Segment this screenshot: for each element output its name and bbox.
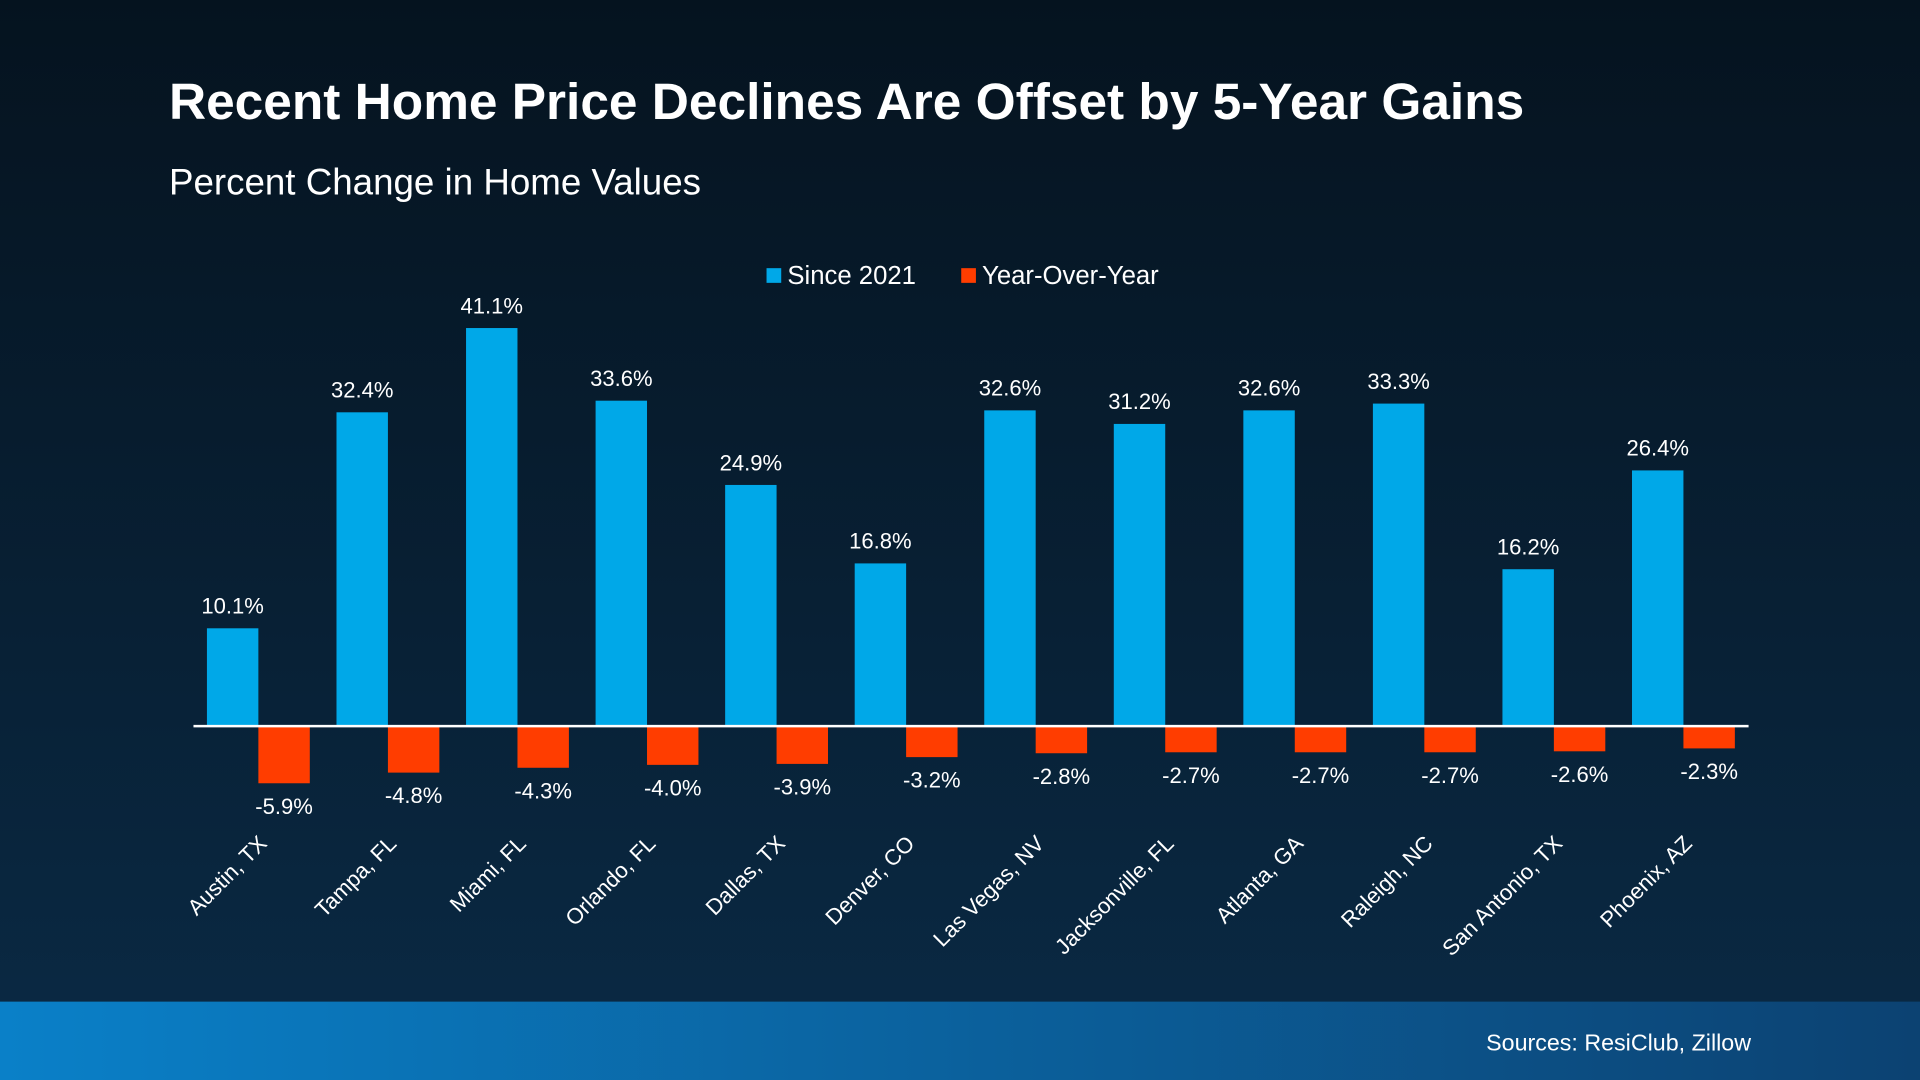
data-label-year-over-year: -4.3% <box>514 778 572 803</box>
bar-year-over-year <box>1424 726 1476 753</box>
bar-year-over-year <box>776 726 828 764</box>
data-label-year-over-year: -2.7% <box>1421 763 1479 788</box>
bar-year-over-year <box>517 726 569 768</box>
legend-label-since-2021: Since 2021 <box>787 262 916 290</box>
legend-label-yoy: Year-Over-Year <box>982 262 1159 290</box>
bar-since-2021 <box>854 563 907 727</box>
bar-since-2021 <box>336 412 388 727</box>
bar-year-over-year <box>258 726 310 784</box>
data-label-since-2021: 26.4% <box>1626 436 1688 461</box>
bar-since-2021 <box>984 410 1036 727</box>
data-label-since-2021: 32.6% <box>1238 376 1300 401</box>
legend: Since 2021 Year-Over-Year <box>766 262 1159 290</box>
bar-since-2021 <box>595 400 648 727</box>
bar-since-2021 <box>1372 403 1425 727</box>
data-label-year-over-year: -4.8% <box>385 783 443 808</box>
data-label-since-2021: 32.4% <box>331 378 393 403</box>
data-label-since-2021: 24.9% <box>720 450 782 475</box>
bar-year-over-year <box>647 726 699 765</box>
bar-year-over-year <box>1683 726 1735 749</box>
bar-since-2021 <box>1113 423 1166 727</box>
data-label-since-2021: 41.1% <box>461 293 523 318</box>
legend-swatch-yoy <box>961 268 976 283</box>
bar-year-over-year <box>1294 726 1347 753</box>
chart-subtitle: Percent Change in Home Values <box>169 162 701 203</box>
bar-year-over-year <box>1035 726 1088 754</box>
data-label-since-2021: 32.6% <box>979 376 1041 401</box>
data-label-year-over-year: -2.6% <box>1551 762 1609 787</box>
bar-since-2021 <box>725 484 777 727</box>
data-label-year-over-year: -2.3% <box>1680 759 1738 784</box>
data-label-since-2021: 31.2% <box>1108 389 1170 414</box>
footer-band <box>0 1001 1920 1080</box>
bar-year-over-year <box>1165 726 1217 753</box>
data-label-year-over-year: -3.2% <box>903 768 961 793</box>
bar-since-2021 <box>1243 410 1295 727</box>
chart-title: Recent Home Price Declines Are Offset by… <box>169 72 1524 130</box>
legend-swatch-since-2021 <box>766 268 782 283</box>
data-label-since-2021: 16.8% <box>849 529 911 554</box>
bar-since-2021 <box>1632 470 1684 727</box>
bar-year-over-year <box>906 726 958 758</box>
data-label-year-over-year: -2.8% <box>1033 764 1091 789</box>
bar-since-2021 <box>206 628 259 727</box>
data-label-since-2021: 16.2% <box>1497 535 1559 560</box>
sources-text: Sources: ResiClub, Zillow <box>1486 1030 1751 1056</box>
bar-year-over-year <box>387 726 440 773</box>
data-label-since-2021: 33.3% <box>1367 369 1429 394</box>
data-label-since-2021: 33.6% <box>590 366 652 391</box>
bar-since-2021 <box>1502 569 1554 727</box>
data-label-year-over-year: -5.9% <box>255 794 313 819</box>
data-label-since-2021: 10.1% <box>201 594 263 619</box>
bar-year-over-year <box>1553 726 1606 752</box>
data-label-year-over-year: -2.7% <box>1292 763 1350 788</box>
data-label-year-over-year: -3.9% <box>774 775 832 800</box>
bar-since-2021 <box>466 328 518 727</box>
data-label-year-over-year: -4.0% <box>644 775 702 800</box>
data-label-year-over-year: -2.7% <box>1162 763 1220 788</box>
